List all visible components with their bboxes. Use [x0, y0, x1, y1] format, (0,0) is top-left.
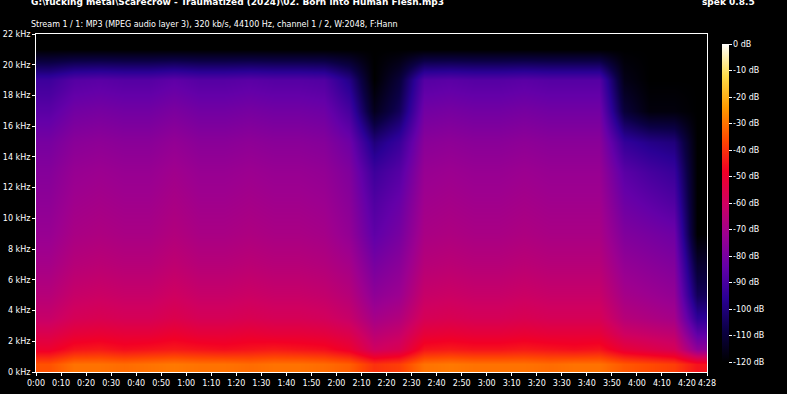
svg-text:10 kHz: 10 kHz [3, 214, 31, 223]
svg-text:-60 dB: -60 dB [733, 199, 759, 208]
svg-text:22 kHz: 22 kHz [3, 30, 31, 39]
svg-text:3:20: 3:20 [528, 379, 546, 388]
svg-text:4:28: 4:28 [698, 379, 716, 388]
svg-text:4:10: 4:10 [653, 379, 671, 388]
svg-text:-70 dB: -70 dB [733, 225, 759, 234]
svg-text:spek 0.8.5: spek 0.8.5 [702, 0, 755, 7]
svg-text:4 kHz: 4 kHz [8, 306, 30, 315]
svg-text:1:20: 1:20 [227, 379, 245, 388]
svg-text:2:30: 2:30 [403, 379, 421, 388]
svg-text:-110 dB: -110 dB [733, 331, 764, 340]
svg-text:16 kHz: 16 kHz [3, 122, 31, 131]
svg-text:4:00: 4:00 [628, 379, 646, 388]
svg-text:0 kHz: 0 kHz [8, 368, 30, 377]
svg-text:2 kHz: 2 kHz [8, 337, 30, 346]
svg-text:2:40: 2:40 [428, 379, 446, 388]
svg-text:6 kHz: 6 kHz [8, 276, 30, 285]
svg-text:Stream 1 / 1: MP3 (MPEG audio: Stream 1 / 1: MP3 (MPEG audio layer 3), … [31, 20, 398, 29]
svg-text:0:50: 0:50 [152, 379, 170, 388]
svg-text:1:30: 1:30 [252, 379, 270, 388]
svg-text:-100 dB: -100 dB [733, 305, 764, 314]
svg-text:3:50: 3:50 [603, 379, 621, 388]
svg-text:0:40: 0:40 [127, 379, 145, 388]
svg-text:3:40: 3:40 [578, 379, 596, 388]
svg-text:2:50: 2:50 [453, 379, 471, 388]
svg-text:18 kHz: 18 kHz [3, 91, 31, 100]
svg-text:-120 dB: -120 dB [733, 358, 764, 367]
svg-text:4:20: 4:20 [678, 379, 696, 388]
svg-text:-40 dB: -40 dB [733, 146, 759, 155]
svg-text:-20 dB: -20 dB [733, 93, 759, 102]
svg-text:-80 dB: -80 dB [733, 252, 759, 261]
svg-text:-50 dB: -50 dB [733, 172, 759, 181]
svg-text:12 kHz: 12 kHz [3, 183, 31, 192]
svg-text:-10 dB: -10 dB [733, 66, 759, 75]
svg-text:14 kHz: 14 kHz [3, 153, 31, 162]
svg-text:2:10: 2:10 [353, 379, 371, 388]
svg-text:20 kHz: 20 kHz [3, 61, 31, 70]
svg-text:0:20: 0:20 [77, 379, 95, 388]
svg-text:2:20: 2:20 [378, 379, 396, 388]
svg-text:0:30: 0:30 [102, 379, 120, 388]
svg-text:1:10: 1:10 [202, 379, 220, 388]
svg-text:2:00: 2:00 [327, 379, 345, 388]
svg-text:1:50: 1:50 [302, 379, 320, 388]
svg-text:8 kHz: 8 kHz [8, 245, 30, 254]
svg-text:-30 dB: -30 dB [733, 119, 759, 128]
svg-text:1:40: 1:40 [277, 379, 295, 388]
svg-text:0 dB: 0 dB [733, 40, 751, 49]
svg-text:3:30: 3:30 [553, 379, 571, 388]
svg-text:-90 dB: -90 dB [733, 278, 759, 287]
svg-text:3:10: 3:10 [503, 379, 521, 388]
svg-text:0:10: 0:10 [52, 379, 70, 388]
svg-text:3:00: 3:00 [478, 379, 496, 388]
svg-text:G:\fucking metal\Scarecrow - T: G:\fucking metal\Scarecrow - Traumatized… [31, 0, 444, 7]
svg-text:1:00: 1:00 [177, 379, 195, 388]
svg-text:0:00: 0:00 [27, 379, 45, 388]
